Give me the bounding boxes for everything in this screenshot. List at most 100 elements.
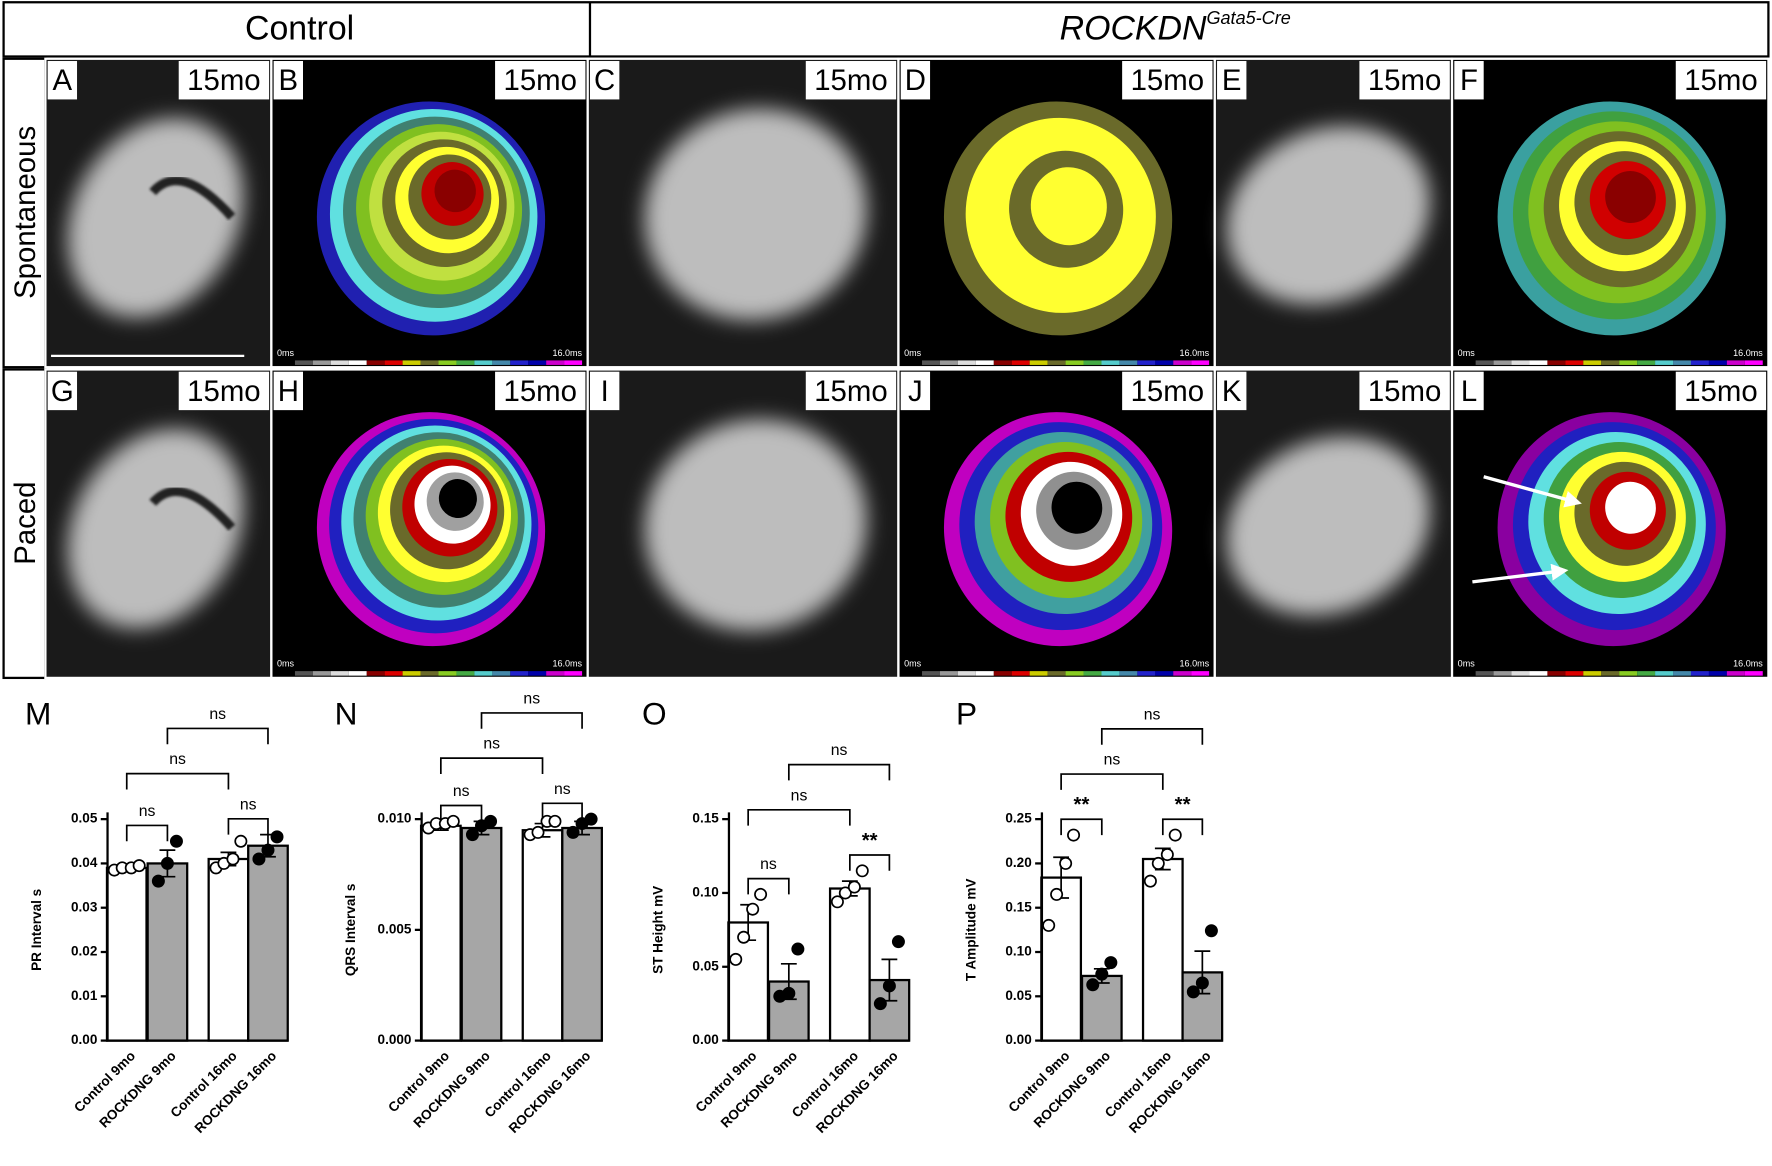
- data-point: [891, 935, 905, 949]
- colorbar-segment: [1655, 671, 1674, 676]
- data-point: [566, 825, 580, 839]
- panel-letter: D: [905, 64, 926, 97]
- colorbar-segment: [1065, 360, 1084, 365]
- colorbar-min: 0ms: [1458, 348, 1476, 358]
- colorbar-min: 0ms: [277, 348, 295, 358]
- colorbar-segment: [1475, 360, 1494, 365]
- header-mutant: ROCKDNGata5-Cre: [1060, 8, 1291, 47]
- significance-bracket: [1060, 773, 1164, 790]
- significance-label: ns: [453, 783, 470, 800]
- colorbar-segment: [438, 671, 457, 676]
- arrow: [1483, 475, 1582, 508]
- y-tick-label: 0.03: [71, 899, 98, 914]
- colorbar-segment: [904, 671, 923, 676]
- age-label-bg: [1359, 61, 1450, 100]
- row-label-box: [2, 368, 47, 680]
- heart-image: [644, 419, 867, 631]
- y-tick-label: 0.25: [1005, 811, 1032, 826]
- colorbar-segment: [1619, 360, 1638, 365]
- header-mutant-sup: Gata5-Cre: [1206, 8, 1290, 28]
- y-tick-label: 0.00: [1005, 1032, 1031, 1047]
- panel-letter: C: [594, 64, 615, 97]
- y-tick-label: 0.05: [1005, 988, 1032, 1003]
- data-point: [855, 864, 869, 878]
- significance-bracket: [439, 804, 483, 822]
- colorbar-segment: [1101, 360, 1120, 365]
- data-point: [261, 843, 275, 857]
- bar: [146, 862, 189, 1042]
- colorbar-segment: [1708, 360, 1727, 365]
- data-point: [548, 814, 562, 828]
- heart-image: [1226, 436, 1430, 616]
- colorbar-segment: [1173, 360, 1192, 365]
- colorbar-segment: [1011, 360, 1030, 365]
- colorbar-segment: [1047, 671, 1066, 676]
- panel-letter: G: [51, 375, 74, 408]
- significance-label: ns: [831, 742, 848, 759]
- colorbar-segment: [277, 360, 295, 365]
- activation-contour: [1030, 167, 1107, 246]
- chart-panel-letter: P: [956, 696, 977, 732]
- colorbar-segment: [330, 671, 349, 676]
- panel-frame: [1450, 57, 1770, 369]
- significance-label: **: [1074, 794, 1090, 816]
- colorbar-segment: [1457, 671, 1476, 676]
- data-point: [847, 880, 861, 894]
- panel-letter-bg: [1454, 61, 1484, 100]
- age-label-bg: [1122, 371, 1213, 411]
- y-axis-label: QRS Interval s: [343, 884, 358, 977]
- colorbar-segment: [1065, 671, 1084, 676]
- data-point: [729, 952, 743, 966]
- colorbar-segment: [957, 360, 976, 365]
- bar: [207, 857, 250, 1042]
- colorbar-max: 16.0ms: [1180, 348, 1210, 358]
- age-label: 15mo: [504, 375, 577, 408]
- significance-label: ns: [523, 691, 540, 708]
- colorbar-segment: [1529, 671, 1548, 676]
- colorbar-segment: [384, 671, 403, 676]
- heart-image: [644, 108, 867, 321]
- colorbar-segment: [1601, 671, 1620, 676]
- y-tick-label: 0.15: [1005, 899, 1032, 914]
- significance-bracket: [166, 727, 269, 745]
- colorbar-segment: [1511, 671, 1530, 676]
- panel-letter: L: [1461, 375, 1477, 408]
- y-tick-label: 0.20: [1005, 855, 1031, 870]
- panel-letter-bg: [1454, 371, 1484, 411]
- panel-letter-bg: [900, 371, 931, 411]
- colorbar-segment: [474, 671, 493, 676]
- age-label: 15mo: [1684, 375, 1757, 408]
- y-tick-label: 0.005: [378, 921, 412, 936]
- colorbar-segment: [1529, 360, 1548, 365]
- colorbar-segment: [1565, 671, 1584, 676]
- data-point: [882, 979, 896, 993]
- x-tick-label: ROCKDNG 9mo: [1031, 1048, 1113, 1130]
- colorbar-max: 16.0ms: [1733, 659, 1763, 669]
- colorbar-segment: [1744, 360, 1763, 365]
- age-label-bg: [178, 61, 270, 100]
- age-label-bg: [805, 371, 897, 411]
- colorbar-segment: [1601, 360, 1620, 365]
- bar: [561, 826, 603, 1042]
- colorbar-segment: [1011, 671, 1030, 676]
- significance-bracket: [439, 757, 544, 774]
- significance-label: ns: [1104, 752, 1121, 769]
- panel-letter-bg: [1217, 61, 1247, 100]
- colorbar-segment: [1457, 360, 1476, 365]
- data-point: [830, 895, 844, 909]
- significance-label: ns: [760, 856, 777, 873]
- y-tick-label: 0.000: [378, 1032, 412, 1047]
- significance-label: ns: [240, 796, 257, 813]
- row-label: Paced: [9, 481, 42, 564]
- colorbar-segment: [1583, 671, 1602, 676]
- significance-bracket: [787, 763, 891, 781]
- colorbar-segment: [510, 671, 529, 676]
- colorbar-segment: [294, 360, 313, 365]
- data-point: [1151, 856, 1165, 870]
- colorbar-segment: [384, 360, 403, 365]
